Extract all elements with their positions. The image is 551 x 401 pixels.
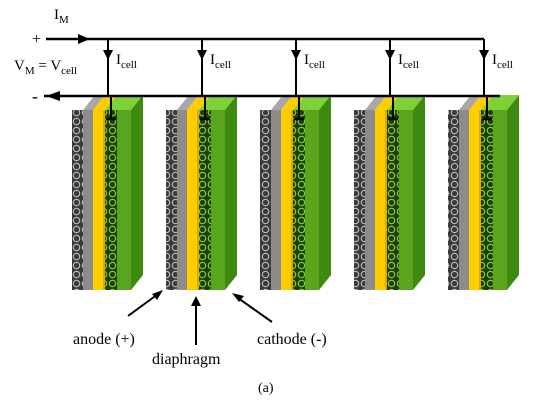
cathode-top xyxy=(387,95,425,110)
diaphragm-pointer-head-icon xyxy=(191,296,201,306)
anode-top xyxy=(83,95,105,110)
cell-current-label: Icell xyxy=(398,52,419,71)
diaphragm-edge xyxy=(291,110,293,290)
cathode-plate xyxy=(305,110,319,290)
cathode-side xyxy=(413,95,425,290)
electrolysis-cell: Icell xyxy=(448,39,519,290)
cell-current-arrow-icon xyxy=(291,50,301,60)
anode-mesh xyxy=(166,110,177,290)
bus-wires xyxy=(44,34,500,101)
cell-current-label: Icell xyxy=(492,52,513,71)
cathode-mesh xyxy=(387,110,399,290)
cell-current-label: Icell xyxy=(116,52,137,71)
plus-terminal-label: + xyxy=(32,31,41,48)
cathode-mesh xyxy=(199,110,211,290)
anode-plate xyxy=(271,110,281,290)
cell-current-arrow-icon xyxy=(479,50,489,60)
anode-top xyxy=(271,95,293,110)
minus-terminal-label: - xyxy=(32,86,38,106)
diaphragm-plate xyxy=(469,110,481,290)
anode-top xyxy=(365,95,387,110)
diaphragm-edge xyxy=(103,110,105,290)
cathode-pointer-head-icon xyxy=(232,293,244,302)
current-main-label: IM xyxy=(54,7,69,26)
cell-current-arrow-icon xyxy=(103,50,113,60)
cathode-top xyxy=(481,95,519,110)
cathode-plate xyxy=(493,110,507,290)
cathode-mesh xyxy=(293,110,305,290)
cathode-side xyxy=(131,95,143,290)
cells-layer: Icell Icell Icell Icell Icell xyxy=(72,39,519,290)
cell-current-label: Icell xyxy=(304,52,325,71)
cathode-pointer xyxy=(237,297,273,323)
positive-bus-arrow-icon xyxy=(78,34,90,44)
electrolysis-cell: Icell xyxy=(72,39,143,290)
electrolysis-cell: Icell xyxy=(260,39,331,290)
anode-label: anode (+) xyxy=(73,331,135,348)
anode-top xyxy=(459,95,481,110)
anode-plate xyxy=(83,110,93,290)
diaphragm-plate xyxy=(187,110,199,290)
anode-pointer xyxy=(127,293,159,317)
diaphragm-edge xyxy=(197,110,199,290)
cell-current-arrow-icon xyxy=(385,50,395,60)
cathode-plate xyxy=(399,110,413,290)
anode-mesh xyxy=(260,110,271,290)
diaphragm-edge xyxy=(479,110,481,290)
anode-plate xyxy=(365,110,375,290)
voltage-label: VM = Vcell xyxy=(14,58,77,77)
anode-mesh xyxy=(72,110,83,290)
anode-pointer-head-icon xyxy=(152,290,163,300)
cathode-top xyxy=(105,95,143,110)
figure-caption: (a) xyxy=(258,381,274,396)
cathode-side xyxy=(225,95,237,290)
anode-top xyxy=(177,95,199,110)
cathode-side xyxy=(319,95,331,290)
diaphragm-plate xyxy=(375,110,387,290)
anode-plate xyxy=(177,110,187,290)
diaphragm-edge xyxy=(385,110,387,290)
anode-plate xyxy=(459,110,469,290)
diaphragm-plate xyxy=(93,110,105,290)
diaphragm-label: diaphragm xyxy=(152,351,221,368)
cathode-mesh xyxy=(105,110,117,290)
negative-bus-arrow-icon xyxy=(46,91,60,101)
diaphragm-plate xyxy=(281,110,293,290)
cell-current-label: Icell xyxy=(210,52,231,71)
anode-mesh xyxy=(448,110,459,290)
electrolysis-cell: Icell xyxy=(166,39,237,290)
supply-labels: IM + VM = Vcell - xyxy=(14,7,77,106)
cathode-side xyxy=(507,95,519,290)
cathode-top xyxy=(199,95,237,110)
cell-current-arrow-icon xyxy=(197,50,207,60)
anode-mesh xyxy=(354,110,365,290)
cathode-label: cathode (-) xyxy=(257,331,327,348)
annotations: anode (+) diaphragm cathode (-) (a) xyxy=(73,290,327,396)
electrolysis-cell: Icell xyxy=(354,39,425,290)
cathode-plate xyxy=(211,110,225,290)
cathode-top xyxy=(293,95,331,110)
cathode-plate xyxy=(117,110,131,290)
cathode-mesh xyxy=(481,110,493,290)
